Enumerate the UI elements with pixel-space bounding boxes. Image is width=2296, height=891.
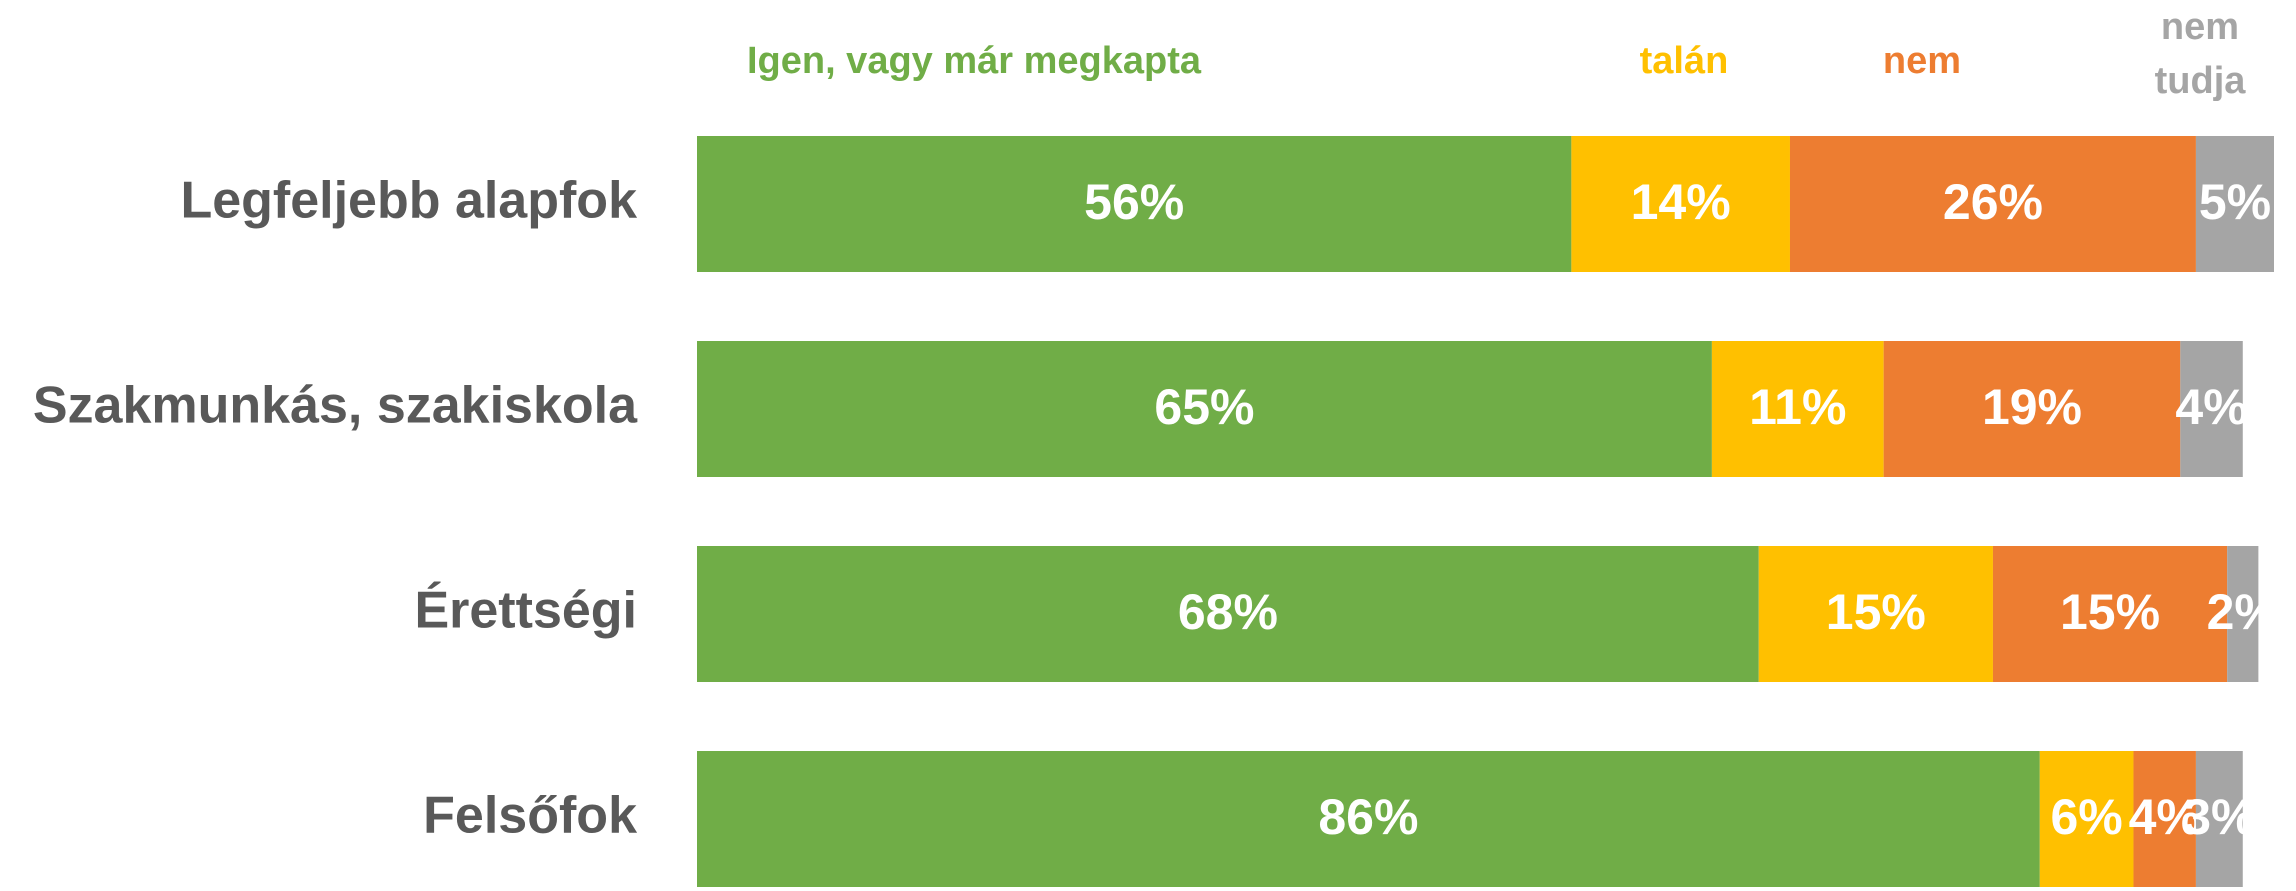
legend-label: Igen, vagy már megkapta	[746, 40, 1202, 82]
value-label: 15%	[2060, 584, 2160, 640]
value-label: 6%	[2051, 789, 2123, 845]
value-label: 4%	[2129, 789, 2201, 845]
bar-segment	[2180, 341, 2243, 477]
bar-segment	[2227, 546, 2259, 682]
value-label: 3%	[2183, 789, 2255, 845]
category-label: Legfeljebb alapfok	[180, 172, 637, 230]
bar-segment	[1992, 546, 2228, 682]
legend-label: nem tudja	[2154, 6, 2246, 102]
bar-segment	[697, 751, 2040, 887]
value-label: 15%	[1826, 584, 1926, 640]
legend-label: nem	[1882, 40, 1962, 82]
value-label: 86%	[1318, 789, 1418, 845]
category-label: Érettségi	[414, 582, 637, 640]
value-label: 14%	[1631, 174, 1731, 230]
value-label: 4%	[2175, 379, 2247, 435]
category-label: Szakmunkás, szakiskola	[33, 377, 638, 435]
bar-segment	[697, 546, 1759, 682]
value-label: 56%	[1084, 174, 1184, 230]
value-label: 2%	[2207, 584, 2279, 640]
bar-segment	[2133, 751, 2196, 887]
category-label: Felsőfok	[423, 787, 637, 845]
value-label: 19%	[1982, 379, 2082, 435]
bar-segment	[697, 136, 1572, 272]
bar-segment	[2039, 751, 2134, 887]
bar-segment	[1883, 341, 2181, 477]
value-label: 68%	[1178, 584, 1278, 640]
value-label: 26%	[1943, 174, 2043, 230]
value-label: 5%	[2199, 174, 2271, 230]
legend-label: talán	[1639, 40, 1729, 82]
bar-segment	[1711, 341, 1884, 477]
bar-segment	[1789, 136, 2196, 272]
bar-segment	[2195, 136, 2274, 272]
bar-segment	[1571, 136, 1790, 272]
bar-segment	[697, 341, 1712, 477]
bar-segment	[1758, 546, 1993, 682]
value-label: 65%	[1154, 379, 1254, 435]
value-label: 11%	[1749, 379, 1846, 435]
bar-segment	[2195, 751, 2243, 887]
